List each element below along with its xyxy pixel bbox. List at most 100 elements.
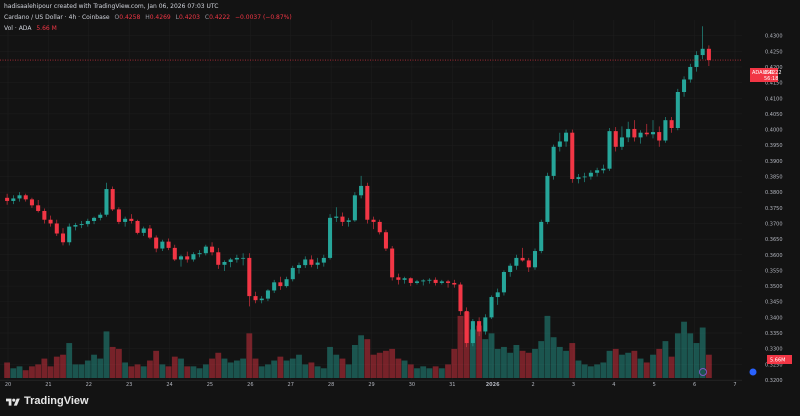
candle-body (210, 246, 215, 253)
price-tick-label: 0.3350 (765, 331, 783, 337)
volume-bar (395, 358, 402, 378)
candle-body (446, 281, 451, 283)
candle-body (551, 146, 556, 176)
price-tick-label: 0.4200 (765, 65, 783, 71)
time-tick-label: 2026 (486, 382, 500, 388)
candle-body (334, 216, 339, 218)
volume-bar (519, 350, 526, 378)
volume-bar (302, 364, 309, 378)
price-chart[interactable]: 0.4300 0.4250 0.4200 0.4150 0.4100 0.4050 0.40… (0, 0, 800, 390)
time-tick-label: 29 (368, 382, 374, 388)
volume-bar (687, 333, 694, 378)
candle-body (85, 220, 90, 225)
candle-body (303, 259, 308, 266)
time-tick-label: 22 (86, 382, 92, 388)
volume-bar (705, 354, 712, 378)
volume-bar (103, 331, 110, 378)
volume-bar (320, 368, 327, 378)
volume-bar (619, 354, 625, 378)
volume-bar (134, 364, 141, 378)
price-tick-label: 0.3800 (765, 190, 783, 196)
candle-body (253, 296, 258, 301)
candle-body (470, 321, 475, 344)
volume-bar (668, 356, 675, 378)
price-axis[interactable]: 0.4300 0.4250 0.4200 0.4150 0.4100 0.4050 0.40… (765, 34, 783, 384)
price-tick-label: 0.4300 (765, 34, 783, 40)
volume-bar (240, 358, 247, 378)
time-tick-label: 5 (653, 382, 656, 388)
volume-bar (128, 366, 135, 378)
price-tick-label: 0.3650 (765, 237, 783, 243)
volume-bar (209, 358, 215, 378)
time-tick-label: 3 (572, 382, 575, 388)
candle-body (495, 292, 500, 298)
volume-bar (407, 364, 414, 378)
price-tick-label: 0.3300 (765, 347, 783, 353)
volume-bar (507, 352, 514, 378)
volume-title: Vol · ADA (4, 25, 32, 32)
candle-body (185, 256, 190, 260)
volume-bar (16, 366, 23, 378)
volume-bar (451, 348, 458, 378)
candle-body (545, 175, 550, 222)
candle-body (607, 131, 612, 169)
volume-bar (501, 346, 507, 378)
candle-body (172, 247, 177, 260)
price-tick-label: 0.3450 (765, 300, 783, 306)
price-tag: ADAUSD 0.4222 56:18 (750, 68, 782, 82)
volume-bar (159, 364, 166, 378)
volume-bar (196, 368, 203, 378)
volume-bar (308, 362, 315, 378)
price-tag-value: 0.4222 (764, 70, 782, 76)
volume-bar (488, 333, 495, 378)
event-marker-icon[interactable] (699, 368, 707, 376)
candle-body (42, 210, 47, 220)
volume-bar (327, 346, 333, 378)
volume-bar (631, 350, 638, 378)
volume-bar (376, 352, 383, 378)
candle-body (557, 141, 562, 147)
legend-volume-row[interactable]: Vol · ADA 5.66 M (4, 25, 57, 32)
volume-bar (587, 366, 594, 378)
volume-tag-value: 5.66M (770, 358, 785, 364)
scroll-to-realtime-icon[interactable] (749, 368, 757, 376)
volume-bar (41, 358, 48, 378)
volume-bar (122, 362, 129, 378)
volume-bar (556, 346, 563, 378)
time-tick-label: 4 (612, 382, 615, 388)
volume-bar (358, 335, 365, 378)
volume-bars (4, 312, 712, 378)
candle-body (483, 317, 488, 332)
time-tick-label: 23 (126, 382, 132, 388)
volume-bar (569, 343, 576, 378)
volume-bar (289, 358, 296, 378)
candle-body (247, 257, 252, 297)
candle-body (259, 298, 264, 301)
volume-bar (296, 354, 302, 378)
candle-body (688, 66, 693, 80)
volume-bar (246, 333, 253, 378)
price-tick-label: 0.3550 (765, 268, 783, 274)
chart-grid (0, 20, 742, 381)
high-label: H (145, 14, 150, 21)
time-tick-label: 26 (247, 382, 253, 388)
volume-bar (333, 354, 340, 378)
legend-symbol-row[interactable]: Cardano / US Dollar · 4h · Coinbase O0.4… (4, 14, 292, 21)
candle-body (464, 311, 469, 344)
time-tick-label: 30 (409, 382, 415, 388)
price-tick-label: 0.3750 (765, 206, 783, 212)
open-label: O (114, 14, 120, 21)
candle-body (427, 279, 432, 281)
volume-bar (66, 343, 73, 378)
candle-body (396, 277, 401, 280)
candle-body (328, 217, 333, 258)
candle-body (501, 272, 506, 293)
candle-body (383, 232, 388, 249)
price-tick-label: 0.3700 (765, 221, 783, 227)
volume-bar (78, 364, 85, 378)
time-axis[interactable]: 20 21 22 23 24 25 26 27 28 29 30 31 2026 2 3 4 5 6 7 (0, 380, 742, 389)
volume-bar (140, 366, 147, 378)
volume-bar (544, 315, 551, 378)
volume-bar (258, 366, 265, 378)
volume-bar (97, 358, 104, 378)
